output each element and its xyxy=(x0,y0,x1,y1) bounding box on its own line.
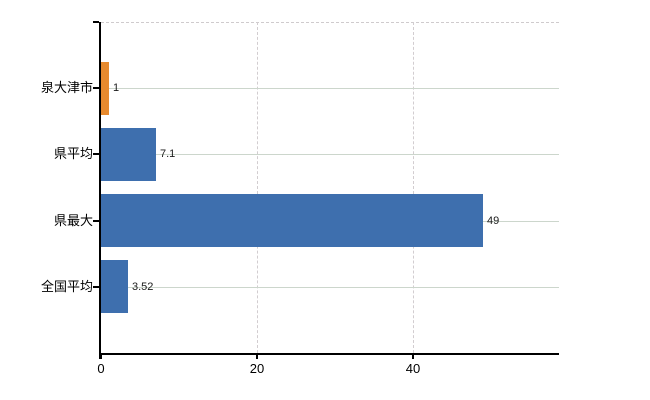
category-label: 泉大津市 xyxy=(40,80,93,95)
y-axis-top-tick xyxy=(93,21,99,23)
plot-area: 1 7.1 49 3.52 xyxy=(93,21,559,359)
value-label: 1 xyxy=(113,82,120,94)
x-axis-tick-label: 0 xyxy=(97,361,105,376)
x-axis-tick xyxy=(412,353,414,359)
value-label: 49 xyxy=(487,215,500,227)
plot-top-border xyxy=(101,22,559,23)
vertical-gridline xyxy=(413,22,415,353)
x-axis-tick xyxy=(256,353,258,359)
horizontal-gridline xyxy=(101,88,559,89)
y-axis-tick xyxy=(93,286,99,288)
x-axis-line xyxy=(101,353,559,355)
bar-4 xyxy=(101,260,128,313)
bar-3 xyxy=(101,194,483,247)
x-axis-tick-label: 20 xyxy=(249,361,265,376)
bar-1 xyxy=(101,62,109,115)
category-label: 県平均 xyxy=(53,146,93,161)
value-label: 7.1 xyxy=(160,148,176,160)
bar-2 xyxy=(101,128,156,181)
category-label: 全国平均 xyxy=(40,279,93,294)
x-axis-tick xyxy=(100,353,102,359)
y-axis-line xyxy=(99,22,101,359)
horizontal-gridline xyxy=(101,287,559,288)
value-label: 3.52 xyxy=(132,281,154,293)
vertical-gridline xyxy=(257,22,259,353)
horizontal-gridline xyxy=(101,154,559,155)
category-label: 県最大 xyxy=(53,213,93,228)
x-axis-tick-label: 40 xyxy=(405,361,421,376)
y-axis-tick xyxy=(93,87,99,89)
y-axis-tick xyxy=(93,220,99,222)
y-axis-tick xyxy=(93,153,99,155)
